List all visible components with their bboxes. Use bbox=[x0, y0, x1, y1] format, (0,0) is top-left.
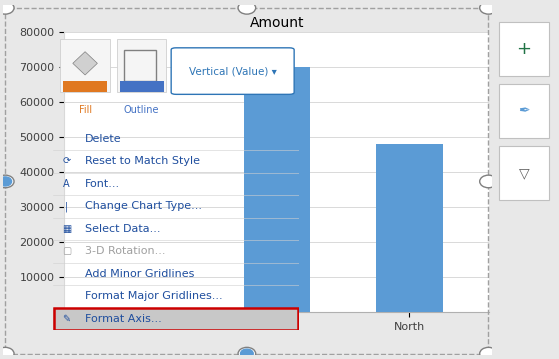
Text: +: + bbox=[517, 40, 532, 58]
Text: ✎: ✎ bbox=[63, 314, 70, 324]
Polygon shape bbox=[73, 52, 97, 75]
Text: |: | bbox=[65, 201, 68, 211]
Title: Amount: Amount bbox=[249, 16, 304, 30]
Text: 3-D Rotation...: 3-D Rotation... bbox=[85, 246, 165, 256]
Text: Select Data...: Select Data... bbox=[85, 224, 160, 234]
Text: Reset to Match Style: Reset to Match Style bbox=[85, 156, 200, 166]
Circle shape bbox=[480, 348, 498, 359]
Bar bbox=[244, 67, 310, 312]
Bar bbox=[63, 81, 107, 92]
FancyBboxPatch shape bbox=[171, 48, 294, 94]
Text: ▦: ▦ bbox=[62, 224, 71, 234]
FancyBboxPatch shape bbox=[499, 22, 549, 76]
Text: ✒: ✒ bbox=[518, 104, 530, 118]
Circle shape bbox=[240, 349, 253, 358]
Bar bbox=[60, 39, 110, 92]
Bar bbox=[54, 308, 298, 330]
Bar bbox=[53, 308, 299, 330]
Text: ▽: ▽ bbox=[519, 166, 529, 180]
Text: Vertical (Value) ▾: Vertical (Value) ▾ bbox=[189, 66, 277, 76]
Text: Fill: Fill bbox=[78, 105, 92, 115]
Circle shape bbox=[0, 1, 14, 14]
Text: Font...: Font... bbox=[85, 179, 120, 189]
Circle shape bbox=[480, 175, 498, 188]
Bar bbox=[125, 50, 157, 81]
Text: Add Minor Gridlines: Add Minor Gridlines bbox=[85, 269, 195, 279]
Bar bbox=[117, 39, 166, 92]
Text: Change Chart Type...: Change Chart Type... bbox=[85, 201, 202, 211]
Text: ▢: ▢ bbox=[62, 246, 71, 256]
Text: Format Major Gridlines...: Format Major Gridlines... bbox=[85, 292, 222, 302]
Circle shape bbox=[0, 177, 12, 186]
Text: Outline: Outline bbox=[124, 105, 159, 115]
Text: ⟳: ⟳ bbox=[63, 156, 70, 166]
Text: Delete: Delete bbox=[85, 134, 122, 144]
Bar bbox=[111, 309, 177, 312]
Circle shape bbox=[0, 348, 14, 359]
Text: Format Axis...: Format Axis... bbox=[85, 314, 162, 324]
FancyBboxPatch shape bbox=[499, 84, 549, 139]
Circle shape bbox=[0, 175, 14, 188]
Bar bbox=[376, 144, 443, 312]
Circle shape bbox=[480, 1, 498, 14]
Circle shape bbox=[238, 1, 255, 14]
Text: A: A bbox=[63, 179, 70, 189]
Bar bbox=[120, 81, 164, 92]
Circle shape bbox=[238, 348, 255, 359]
FancyBboxPatch shape bbox=[499, 146, 549, 200]
